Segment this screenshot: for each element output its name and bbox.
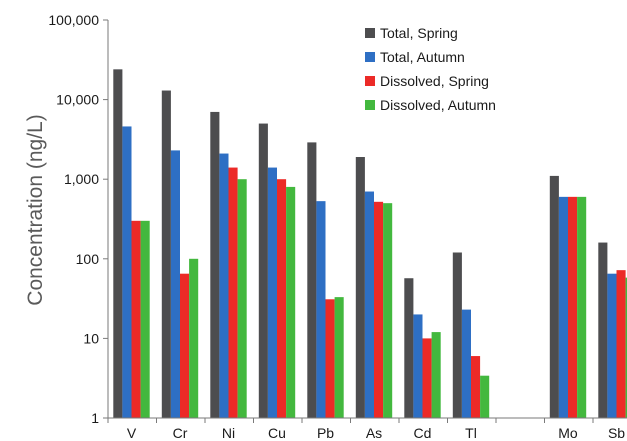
y-tick-label: 10 bbox=[83, 330, 99, 346]
y-tick-label: 10,000 bbox=[56, 92, 99, 108]
x-tick-label: V bbox=[127, 425, 137, 441]
y-tick-label: 100,000 bbox=[48, 12, 99, 28]
bar bbox=[258, 123, 268, 419]
legend-label: Dissolved, Autumn bbox=[380, 97, 496, 113]
bar bbox=[383, 203, 393, 418]
bar bbox=[568, 196, 578, 418]
bar bbox=[180, 273, 190, 418]
bar bbox=[161, 90, 171, 419]
legend-label: Total, Autumn bbox=[380, 49, 465, 65]
x-tick-label: Mo bbox=[558, 425, 578, 441]
bar bbox=[210, 111, 220, 418]
bar bbox=[549, 175, 559, 418]
bar bbox=[228, 167, 238, 418]
bar bbox=[577, 196, 587, 418]
y-axis-title: Concentration (ng/L) bbox=[24, 114, 47, 305]
legend-label: Dissolved, Spring bbox=[380, 73, 489, 89]
bar bbox=[189, 258, 199, 418]
x-tick-label: Pb bbox=[317, 425, 334, 441]
x-tick-label: Ni bbox=[222, 425, 235, 441]
bar bbox=[316, 201, 326, 418]
bar bbox=[471, 356, 481, 418]
bar bbox=[616, 270, 626, 418]
legend-swatch bbox=[365, 76, 375, 86]
legend: Total, Spring Total, Autumn Dissolved, Spr… bbox=[365, 25, 496, 113]
bar bbox=[113, 69, 123, 419]
bar bbox=[219, 153, 229, 419]
bar bbox=[267, 167, 277, 418]
bar bbox=[404, 278, 414, 418]
legend-swatch bbox=[365, 28, 375, 38]
bar bbox=[607, 273, 617, 418]
bar bbox=[374, 201, 384, 418]
bar bbox=[364, 191, 374, 418]
legend-swatch bbox=[365, 100, 375, 110]
y-tick-label: 1 bbox=[91, 410, 99, 426]
bar bbox=[461, 309, 471, 418]
x-tick-label: As bbox=[366, 425, 382, 441]
bar bbox=[422, 338, 432, 418]
bar bbox=[325, 299, 335, 418]
legend-swatch bbox=[365, 52, 375, 62]
bar bbox=[140, 220, 150, 418]
bars-layer bbox=[113, 69, 627, 419]
bar bbox=[307, 142, 317, 418]
bar bbox=[558, 196, 568, 418]
bar bbox=[170, 150, 180, 418]
bar bbox=[277, 179, 287, 418]
x-tick-label: Tl bbox=[465, 425, 477, 441]
bar bbox=[413, 314, 423, 418]
bar bbox=[625, 277, 627, 418]
bar bbox=[334, 297, 344, 418]
legend-label: Total, Spring bbox=[380, 25, 458, 41]
x-tick-label: Cu bbox=[268, 425, 286, 441]
ticks-layer: 1 10 100 1,000 10,000 100,000 V Cr Ni Cu Pb As Cd Tl M… bbox=[48, 12, 625, 441]
bar bbox=[122, 126, 132, 419]
bar bbox=[131, 220, 141, 418]
y-tick-label: 100 bbox=[76, 251, 100, 267]
x-tick-label: Cd bbox=[414, 425, 432, 441]
x-tick-label: Sb bbox=[608, 425, 625, 441]
bar bbox=[237, 179, 247, 418]
y-tick-label: 1,000 bbox=[64, 171, 99, 187]
bar bbox=[286, 186, 296, 418]
bar bbox=[480, 375, 490, 418]
x-tick-label: Cr bbox=[173, 425, 188, 441]
bar bbox=[355, 157, 365, 418]
axes-layer bbox=[107, 20, 627, 419]
bar bbox=[452, 252, 462, 418]
bar bbox=[598, 242, 608, 418]
bar bbox=[431, 332, 441, 418]
